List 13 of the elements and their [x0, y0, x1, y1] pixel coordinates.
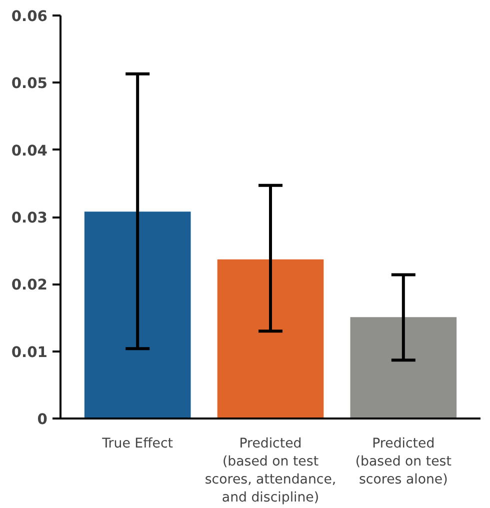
- x-tick-label: Predicted (based on test scores alone): [355, 436, 452, 488]
- y-tick-label: 0: [37, 411, 48, 428]
- y-tick-label: 0.01: [11, 344, 48, 361]
- bar: [84, 212, 191, 418]
- y-tick-label: 0.03: [11, 210, 48, 226]
- x-tick-label: True Effect: [101, 436, 174, 452]
- x-tick-label: Predicted (based on test scores, attendance, and discipline): [204, 436, 336, 506]
- bar: [217, 259, 324, 418]
- bar: [350, 317, 457, 418]
- y-tick-label: 0.05: [11, 75, 48, 92]
- y-tick-label: 0.06: [11, 8, 48, 25]
- y-tick-label: 0.04: [11, 142, 48, 160]
- y-tick-label: 0.02: [11, 276, 48, 294]
